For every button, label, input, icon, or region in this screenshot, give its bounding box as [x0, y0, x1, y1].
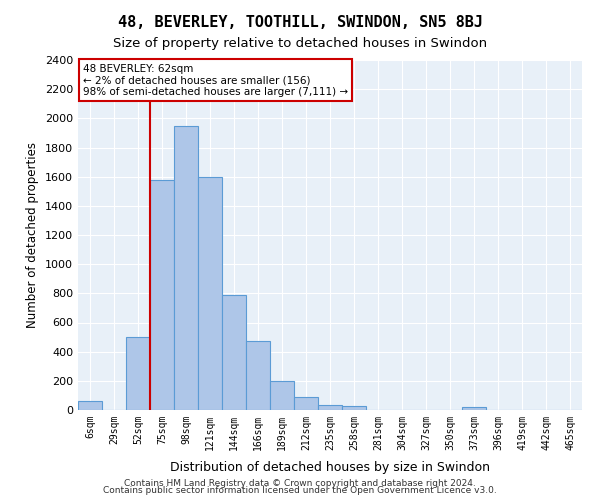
Bar	[198, 176, 222, 410]
Text: Contains HM Land Registry data © Crown copyright and database right 2024.: Contains HM Land Registry data © Crown c…	[124, 478, 476, 488]
Bar	[246, 342, 270, 410]
Bar	[342, 406, 366, 410]
Bar	[174, 126, 198, 410]
Text: Contains public sector information licensed under the Open Government Licence v3: Contains public sector information licen…	[103, 486, 497, 495]
Bar	[270, 381, 294, 410]
Bar	[318, 405, 342, 410]
Text: Size of property relative to detached houses in Swindon: Size of property relative to detached ho…	[113, 38, 487, 51]
Bar	[222, 295, 246, 410]
Bar	[78, 401, 102, 410]
Y-axis label: Number of detached properties: Number of detached properties	[26, 142, 40, 328]
Text: 48, BEVERLEY, TOOTHILL, SWINDON, SN5 8BJ: 48, BEVERLEY, TOOTHILL, SWINDON, SN5 8BJ	[118, 15, 482, 30]
Bar	[462, 407, 486, 410]
Bar	[126, 337, 150, 410]
Text: 48 BEVERLEY: 62sqm
← 2% of detached houses are smaller (156)
98% of semi-detache: 48 BEVERLEY: 62sqm ← 2% of detached hous…	[83, 64, 348, 96]
Bar	[294, 397, 318, 410]
X-axis label: Distribution of detached houses by size in Swindon: Distribution of detached houses by size …	[170, 461, 490, 474]
Bar	[150, 180, 174, 410]
